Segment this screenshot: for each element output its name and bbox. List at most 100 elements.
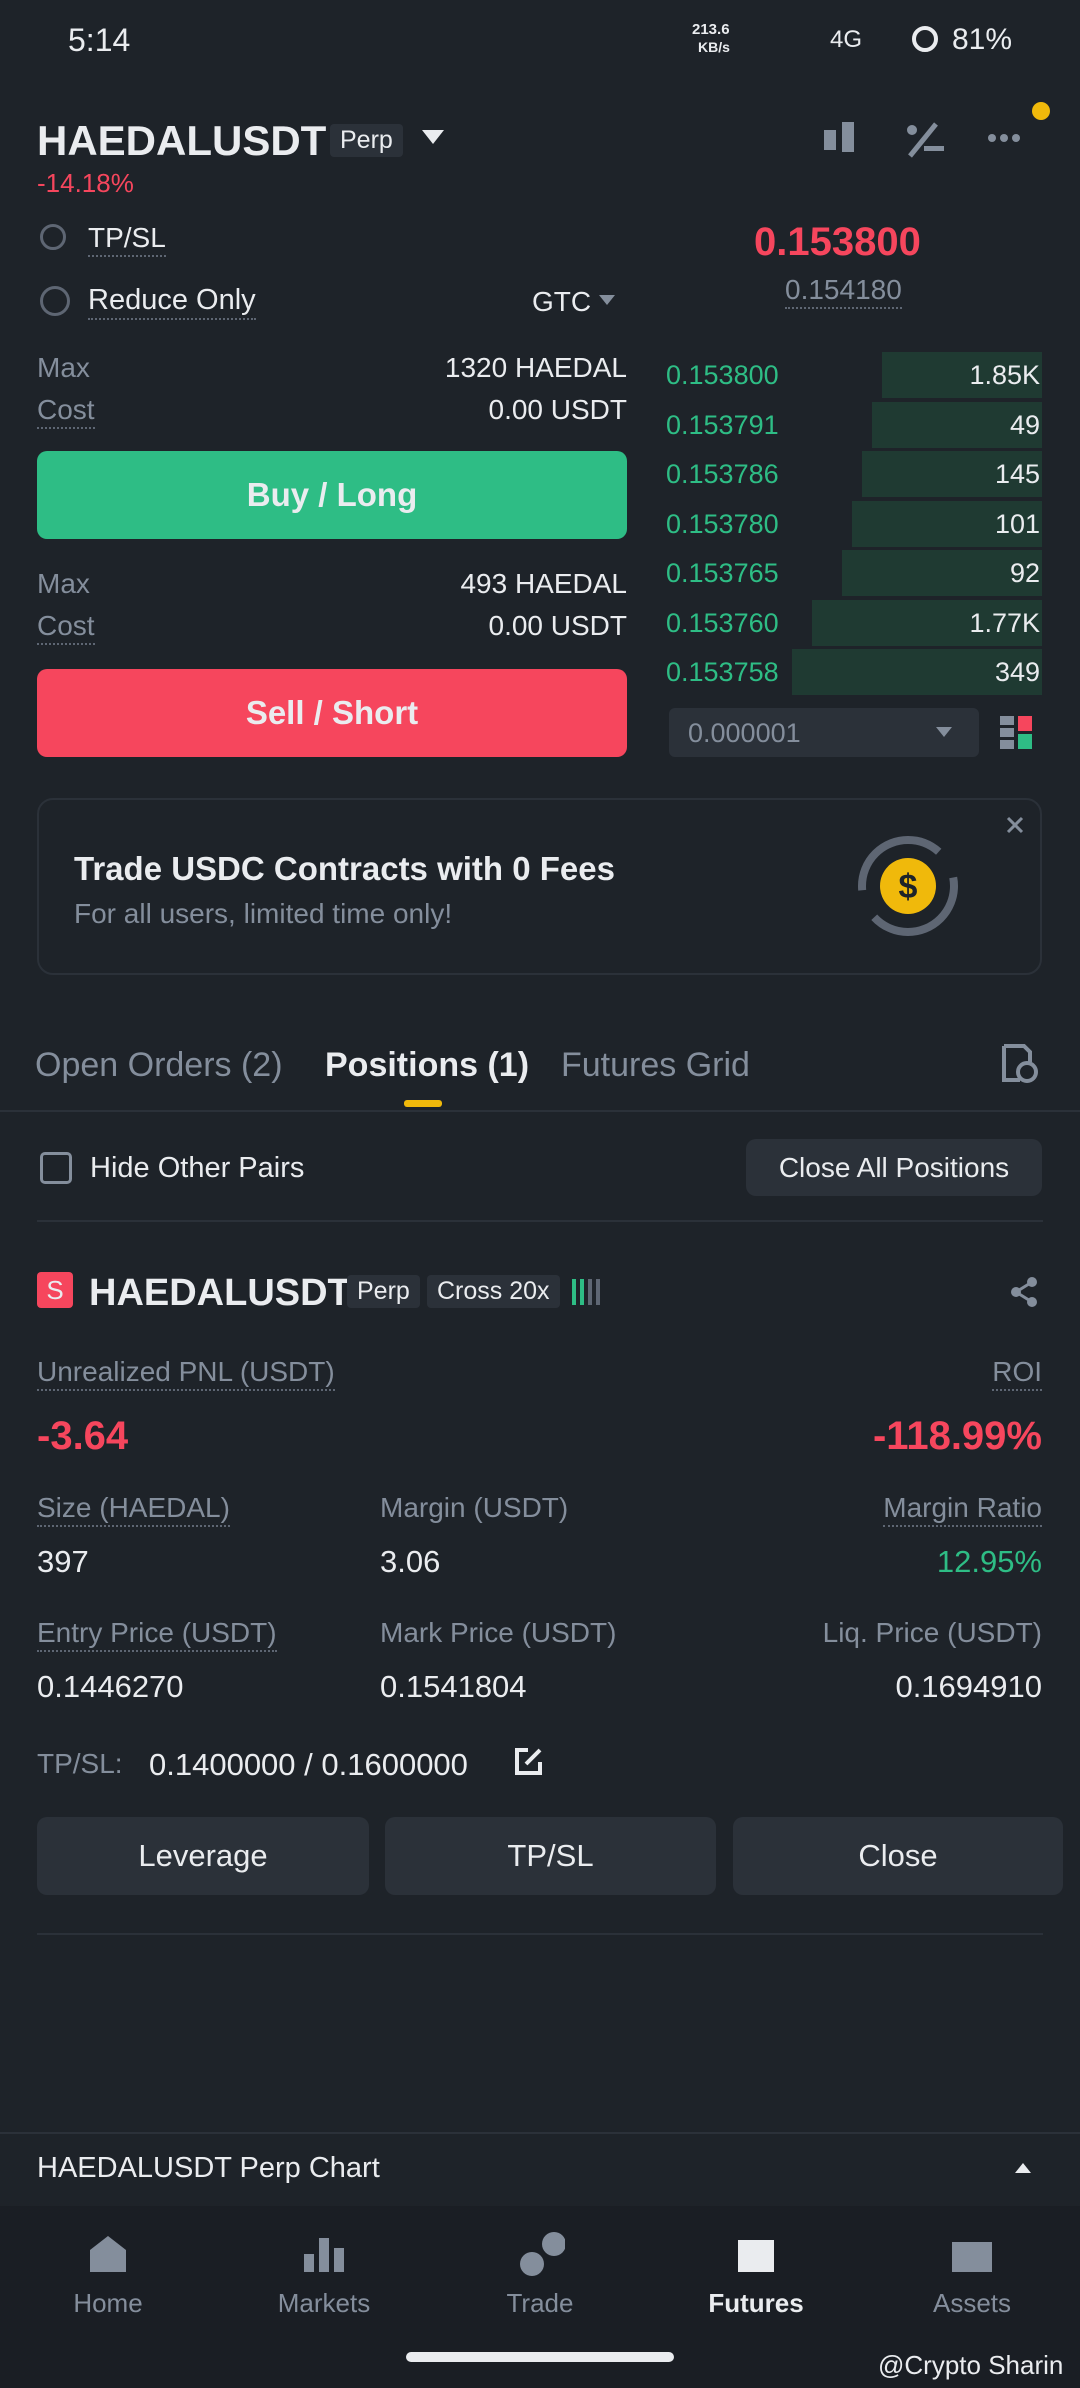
banner-close[interactable] bbox=[1006, 816, 1024, 834]
bid-price: 0.153758 bbox=[666, 657, 779, 687]
chart-bar-arrow bbox=[1015, 2163, 1031, 2173]
radio[interactable] bbox=[40, 224, 66, 250]
sell-max-value: 493 HAEDAL bbox=[460, 568, 627, 599]
depth-bar bbox=[812, 599, 1042, 646]
bid-price: 0.153760 bbox=[666, 607, 779, 638]
nav-icon[interactable] bbox=[515, 2232, 565, 2276]
liq-value: 0.1694910 bbox=[895, 1669, 1042, 1704]
size-label: Size (HAEDAL) bbox=[37, 1494, 230, 1527]
margin-ratio-value: 12.95% bbox=[936, 1544, 1042, 1579]
status-battery: 81% bbox=[952, 23, 1013, 56]
tab[interactable]: Open Orders (2) bbox=[35, 1046, 283, 1084]
sell-max-label: Max bbox=[37, 568, 90, 599]
sell-cost-value: 0.00 USDT bbox=[488, 610, 628, 641]
depth-bar bbox=[792, 649, 1042, 695]
radio[interactable] bbox=[40, 286, 70, 316]
depth-bar bbox=[882, 352, 1042, 398]
side-badge: S bbox=[37, 1272, 73, 1308]
tpsl-button[interactable]: TP/SL bbox=[385, 1817, 716, 1895]
divider bbox=[37, 1220, 1043, 1222]
buy-button[interactable]: Buy / Long bbox=[37, 451, 627, 539]
history-icon[interactable] bbox=[1000, 1044, 1038, 1084]
battery-icon bbox=[912, 26, 938, 52]
symbol[interactable]: HAEDALUSDT bbox=[37, 117, 327, 164]
dropdown-icon[interactable] bbox=[420, 128, 446, 146]
pnl-label: Unrealized PNL (USDT) bbox=[37, 1358, 335, 1391]
adl-icon bbox=[572, 1279, 600, 1305]
close-button[interactable]: Close bbox=[733, 1817, 1063, 1895]
share-icon[interactable] bbox=[1008, 1276, 1040, 1308]
svg-text:$: $ bbox=[899, 868, 918, 906]
notice-dot bbox=[1032, 102, 1050, 120]
sell-button[interactable]: Sell / Short bbox=[37, 669, 627, 757]
depth-bar bbox=[872, 401, 1042, 448]
buy-cost-value: 0.00 USDT bbox=[488, 394, 628, 425]
nav-icon[interactable] bbox=[731, 2232, 781, 2276]
chart-bar[interactable] bbox=[0, 2132, 1080, 2207]
margin-ratio-label: Margin Ratio bbox=[883, 1494, 1042, 1527]
watermark: @Crypto Sharin bbox=[878, 2350, 1064, 2380]
tab-active[interactable]: Positions (1) bbox=[325, 1046, 530, 1084]
bid-qty: 145 bbox=[994, 459, 1040, 489]
entry-value: 0.1446270 bbox=[37, 1669, 184, 1704]
depth-bar bbox=[842, 550, 1042, 596]
checkbox[interactable] bbox=[40, 1152, 72, 1184]
bid-price: 0.153786 bbox=[666, 459, 779, 489]
sell-cost-label: Cost bbox=[37, 612, 95, 645]
bid-price: 0.153800 bbox=[666, 360, 779, 390]
bid-price: 0.153791 bbox=[666, 409, 779, 440]
position-symbol: HAEDALUSDT bbox=[89, 1272, 351, 1314]
size-value: 397 bbox=[37, 1544, 89, 1579]
tpsl-label: TP/SL: bbox=[37, 1748, 123, 1779]
nav-label[interactable]: Assets bbox=[932, 2288, 1012, 2318]
status-time: 5:14 bbox=[68, 22, 131, 58]
price-change: -14.18% bbox=[37, 168, 134, 198]
perp-badge: Perp bbox=[330, 124, 403, 157]
nav-label[interactable]: Home bbox=[73, 2288, 143, 2318]
edit-icon[interactable] bbox=[514, 1746, 544, 1776]
bid-qty: 101 bbox=[994, 508, 1040, 539]
liq-label: Liq. Price (USDT) bbox=[822, 1617, 1042, 1648]
roi-label: ROI bbox=[992, 1358, 1042, 1391]
nav-label[interactable]: Futures bbox=[708, 2288, 804, 2318]
nav-icon[interactable] bbox=[299, 2232, 349, 2276]
reduce-only[interactable]: Reduce Only bbox=[88, 286, 256, 320]
promo-banner[interactable] bbox=[37, 798, 1042, 975]
buy-max-value: 1320 HAEDAL bbox=[444, 352, 627, 383]
leverage-button[interactable]: Leverage bbox=[37, 1817, 369, 1895]
tab[interactable]: Futures Grid bbox=[561, 1046, 750, 1084]
bid-price: 0.153780 bbox=[666, 508, 779, 539]
mark-price: 0.154180 bbox=[785, 276, 902, 309]
bid-qty: 92 bbox=[1009, 558, 1040, 588]
margin-value: 3.06 bbox=[380, 1544, 441, 1579]
tpsl-option[interactable]: TP/SL bbox=[88, 224, 166, 257]
hide-other-pairs[interactable]: Hide Other Pairs bbox=[90, 1152, 305, 1184]
divider bbox=[37, 1933, 1043, 1935]
banner-icon: $ bbox=[858, 836, 958, 936]
divider bbox=[0, 1110, 1080, 1112]
bid-qty: 49 bbox=[1009, 409, 1040, 440]
nav-icon[interactable] bbox=[83, 2232, 133, 2276]
bid-qty: 1.85K bbox=[969, 360, 1040, 390]
tpsl-value: 0.1400000 / 0.1600000 bbox=[149, 1747, 468, 1782]
mark-label: Mark Price (USDT) bbox=[380, 1617, 617, 1648]
nav-label[interactable]: Markets bbox=[277, 2288, 371, 2318]
depth-select[interactable] bbox=[669, 708, 979, 757]
pnl-value: -3.64 bbox=[37, 1414, 129, 1458]
margin-label: Margin (USDT) bbox=[380, 1492, 569, 1523]
bid-price: 0.153765 bbox=[666, 558, 779, 588]
banner-subtitle: For all users, limited time only! bbox=[74, 898, 453, 929]
layout-icon[interactable] bbox=[1000, 716, 1036, 750]
perp-badge: Perp bbox=[347, 1275, 420, 1308]
banner-title: Trade USDC Contracts with 0 Fees bbox=[74, 850, 615, 887]
tif-arrow bbox=[599, 295, 615, 305]
tab-indicator bbox=[404, 1100, 442, 1107]
header-icons[interactable] bbox=[820, 118, 1030, 162]
mark-value: 0.1541804 bbox=[380, 1669, 527, 1704]
margin-mode-badge: Cross 20x bbox=[427, 1275, 560, 1308]
time-in-force[interactable]: GTC bbox=[532, 286, 592, 317]
close-all-button[interactable]: Close All Positions bbox=[746, 1139, 1042, 1196]
buy-max-label: Max bbox=[37, 352, 90, 383]
nav-icon[interactable] bbox=[947, 2232, 997, 2276]
nav-label[interactable]: Trade bbox=[506, 2288, 574, 2318]
